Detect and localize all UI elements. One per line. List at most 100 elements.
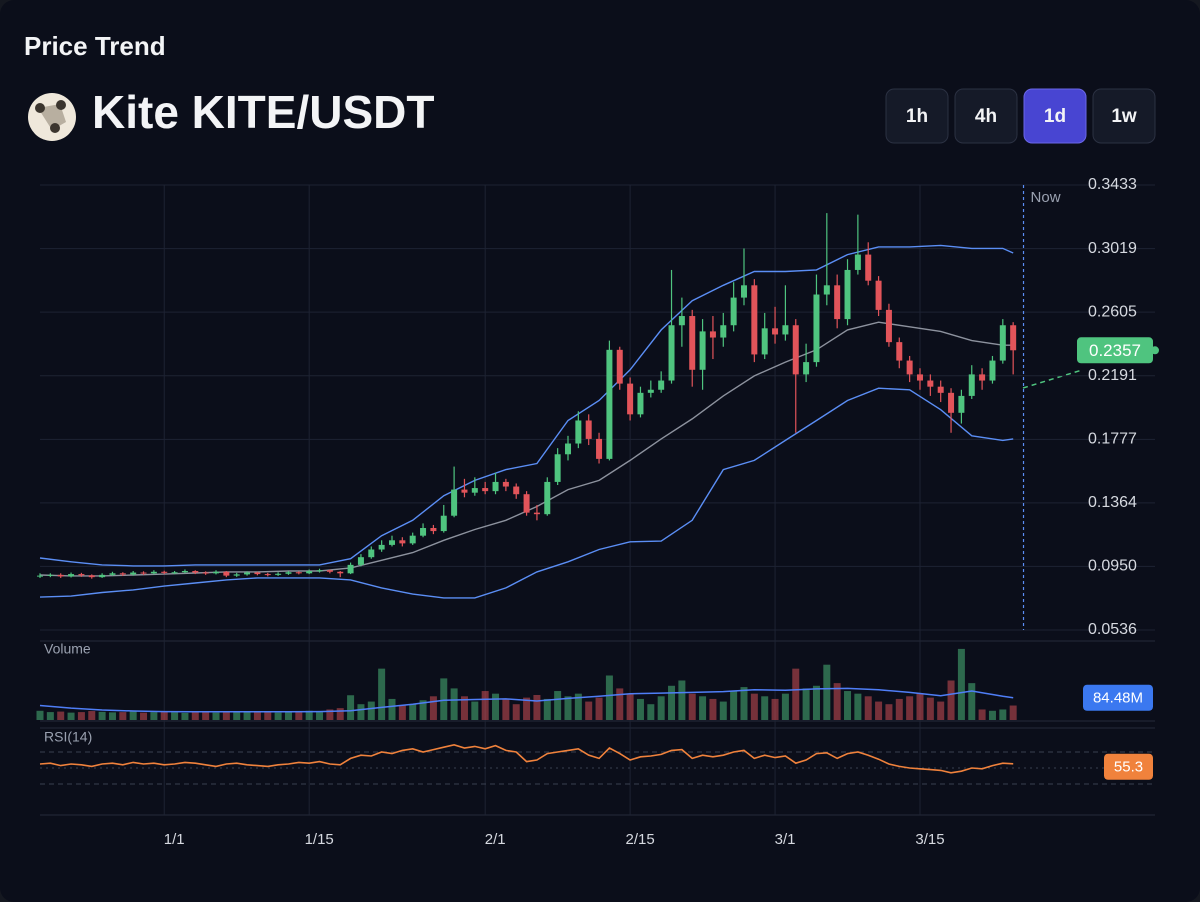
candle-body [585,420,592,439]
candle-body [627,383,634,415]
candle-body [968,374,975,396]
volume-bar [295,711,303,720]
rsi-tag [1104,753,1153,780]
button-bg[interactable] [954,88,1018,144]
candle-body [337,571,344,574]
volume-bar [253,711,261,720]
candle-body [865,254,872,281]
candle-body [68,574,75,577]
volume-bar [688,693,696,720]
price-tag [1077,337,1153,364]
button-bg[interactable] [1092,88,1156,144]
volume-bar [67,712,75,720]
candle-body [523,494,530,513]
volume-bar [968,683,976,720]
volume-bar [864,696,872,720]
volume-bar [181,712,189,720]
candle-body [616,349,623,384]
candle-body [699,331,706,370]
x-tick-label: 2/15 [626,831,655,848]
volume-bar [699,696,707,720]
candle-body [844,269,851,320]
candle-body [875,280,882,310]
candle-body [906,360,913,375]
volume-bar [833,683,841,720]
volume-bar [150,712,158,720]
candle-body [482,488,489,492]
y-tick-label: 0.0536 [1088,621,1137,638]
button-bg[interactable] [1023,88,1087,144]
timeframe-button[interactable]: 1d [1023,88,1087,144]
volume-bar [657,696,665,720]
candle-body [792,325,799,375]
y-tick-label: 0.3433 [1088,176,1137,193]
candle-body [678,316,685,326]
volume-bar [730,691,738,720]
x-tick-label: 3/15 [915,831,944,848]
volume-bar [564,696,572,720]
volume-bar [140,712,148,720]
volume-bar [367,701,375,720]
volume-bar [77,712,85,720]
button-label[interactable]: 1h [906,106,928,127]
candle-body [254,572,261,575]
button-label[interactable]: 4h [975,106,997,127]
candle-body [192,571,199,573]
candle-body [803,362,810,375]
candle-body [896,342,903,361]
volume-bar [885,704,893,720]
volume-bar [781,693,789,720]
volume-bar [636,698,644,720]
candle-body [813,294,820,363]
candle-body [202,572,209,574]
candle-body [772,328,779,335]
volume-bar [854,693,862,720]
candle-body [378,544,385,550]
volume-bar [160,711,168,720]
volume-bar [429,696,437,720]
candle-body [544,481,551,515]
candle-body [388,540,395,545]
volume-bar [616,688,624,720]
timeframe-button[interactable]: 1w [1092,88,1156,144]
volume-bar [512,704,520,720]
volume-bar [419,700,427,720]
candle-body [119,573,126,575]
candle-body [295,572,302,574]
volume-bar [574,693,582,720]
price-dot [1151,346,1159,355]
volume-bar [284,712,292,720]
volume-bar [108,712,116,720]
volume-bar [398,705,406,720]
volume-bar [750,693,758,720]
candle-body [37,575,43,577]
candle-body [596,438,603,459]
candle-body [244,572,251,575]
volume-ma-line [39,687,1014,713]
volume-bar [978,709,986,720]
candle-body [285,572,292,574]
candle-body [451,489,458,516]
candle-body [637,392,644,415]
volume-bar [916,693,924,720]
candle-body [316,570,323,572]
timeframe-button[interactable]: 1h [885,88,949,144]
volume-bar [668,685,676,720]
volume-bar [460,696,468,720]
volume-bar [171,712,179,720]
button-bg[interactable] [885,88,949,144]
volume-bar [771,698,779,720]
button-label[interactable]: 1w [1111,106,1137,127]
candle-body [564,443,571,455]
candle-body [709,331,716,338]
volume-bar [347,695,355,720]
volume-bar [492,693,500,720]
candle-body [264,574,271,576]
candle-body [275,573,282,575]
candle-body [409,535,416,544]
timeframe-button[interactable]: 4h [954,88,1018,144]
volume-bar [709,698,717,720]
volume-bar [336,708,344,720]
button-label[interactable]: 1d [1044,106,1066,127]
